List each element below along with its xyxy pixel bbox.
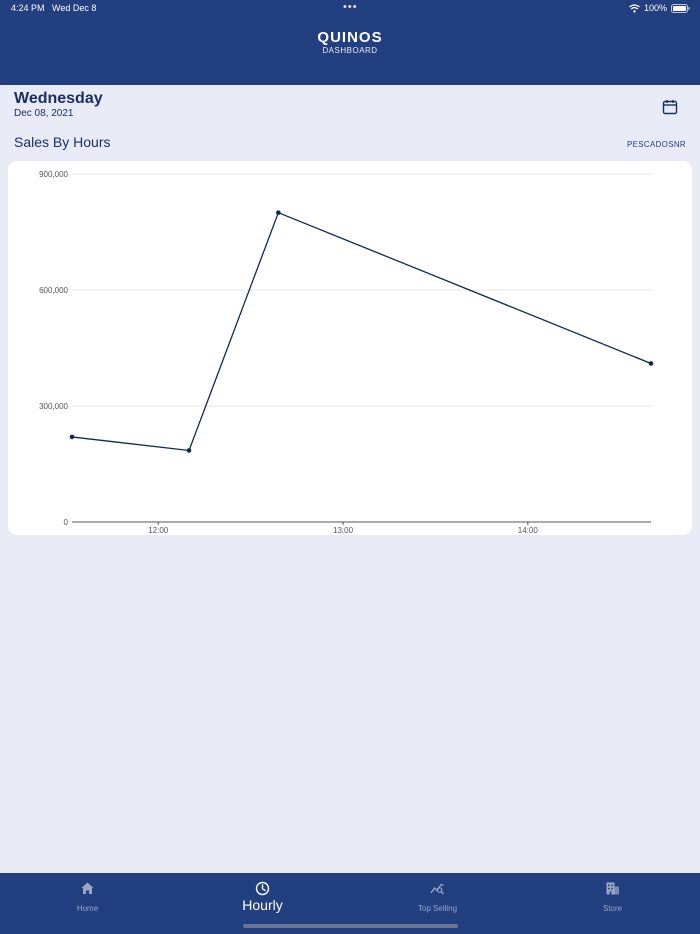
multitask-dots-icon[interactable]: ••• — [343, 1, 358, 13]
x-tick-label: 13:00 — [333, 526, 354, 535]
x-tick-label: 14:00 — [518, 526, 539, 535]
status-right: 100% — [629, 3, 690, 13]
store-selector[interactable]: PESCADOSNR — [626, 140, 686, 149]
y-tick-label: 300,000 — [39, 402, 68, 411]
home-indicator — [243, 924, 458, 928]
tab-bar: Home Hourly Top Selling — [0, 873, 700, 934]
status-date: Wed Dec 8 — [52, 3, 97, 13]
sales-data-point — [186, 448, 192, 453]
clock-icon — [255, 881, 270, 896]
app-subtitle: DASHBOARD — [322, 46, 378, 55]
sales-data-point — [648, 361, 654, 366]
tab-hourly[interactable]: Hourly — [175, 873, 350, 923]
tab-store[interactable]: Store — [525, 873, 700, 923]
tab-hourly-label: Hourly — [242, 897, 283, 913]
home-icon — [80, 881, 95, 896]
battery-percent: 100% — [643, 3, 667, 13]
app-title: QUINOS — [317, 29, 383, 46]
sales-data-point — [276, 210, 281, 215]
brand: QUINOS DASHBOARD — [0, 30, 700, 56]
y-tick-label: 0 — [64, 518, 69, 527]
sales-data-point — [69, 434, 75, 440]
sales-by-hours-chart: 0 300,000 600,000 900,000 12:00 13:00 14:00 — [39, 170, 654, 535]
y-tick-label: 600,000 — [39, 286, 68, 295]
section-title: Sales By Hours — [14, 134, 111, 150]
building-icon — [605, 881, 620, 896]
y-tick-label: 900,000 — [39, 170, 68, 179]
day-date: Dec 08, 2021 — [14, 108, 74, 119]
tab-top-selling[interactable]: Top Selling — [350, 873, 525, 923]
sales-series-line — [71, 211, 652, 452]
battery-icon — [671, 3, 690, 13]
sales-chart-card: 0 300,000 600,000 900,000 12:00 13:00 14:00 — [8, 161, 692, 535]
tab-home-label: Home — [76, 904, 99, 913]
calendar-icon[interactable] — [662, 99, 678, 115]
day-title: Wednesday — [14, 90, 103, 107]
tab-store-label: Store — [602, 904, 623, 913]
x-tick-label: 12:00 — [148, 526, 169, 535]
trend-search-icon — [430, 881, 445, 896]
wifi-icon — [629, 3, 640, 13]
status-time: 4:24 PM — [11, 3, 45, 13]
status-bar: 4:24 PM Wed Dec 8 ••• 100% — [0, 0, 700, 18]
app-header: 4:24 PM Wed Dec 8 ••• 100% QUINOS — [0, 0, 700, 85]
tab-home[interactable]: Home — [0, 873, 175, 923]
tab-top-selling-label: Top Selling — [417, 904, 458, 913]
